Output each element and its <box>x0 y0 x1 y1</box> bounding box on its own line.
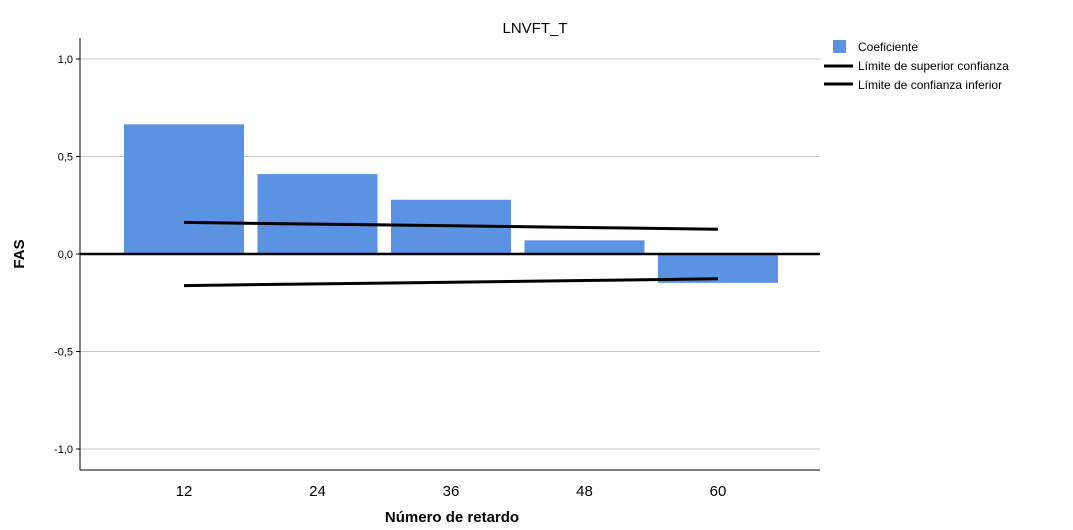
x-tick-labels: 12 24 36 48 60 <box>176 483 727 500</box>
x-tick-label: 12 <box>176 483 193 500</box>
x-tick-label: 24 <box>309 483 326 500</box>
y-tick-label: -1,0 <box>54 444 73 456</box>
x-tick-label: 60 <box>710 483 727 500</box>
bar-24 <box>257 174 378 254</box>
legend-label-upper-limit: Límite de superior confianza <box>858 59 1009 73</box>
bar-48 <box>524 240 645 254</box>
y-axis-label: FAS <box>11 239 28 268</box>
y-tick-label: 0,5 <box>58 152 73 164</box>
y-tick-label: 1,0 <box>58 54 73 66</box>
bars <box>124 124 778 283</box>
x-tick-label: 36 <box>443 483 460 500</box>
legend: Coeficiente Límite de superior confianza… <box>824 40 1009 92</box>
axes <box>79 38 820 471</box>
x-tick-label: 48 <box>576 483 593 500</box>
lower-limit-line <box>183 277 719 288</box>
confidence-limit-lines <box>183 220 719 288</box>
y-tick-label: 0,0 <box>58 249 73 261</box>
x-axis-label: Número de retardo <box>385 509 519 526</box>
y-tick-label: -0,5 <box>54 347 73 359</box>
y-tick-labels: 1,0 0,5 0,0 -0,5 -1,0 <box>54 54 80 456</box>
legend-label-coeficiente: Coeficiente <box>858 40 918 54</box>
chart-title: LNVFT_T <box>502 20 567 37</box>
legend-swatch-coeficiente <box>833 40 846 53</box>
upper-limit-line <box>183 220 719 231</box>
bar-12 <box>124 124 244 254</box>
legend-label-lower-limit: Límite de confianza inferior <box>858 78 1002 92</box>
